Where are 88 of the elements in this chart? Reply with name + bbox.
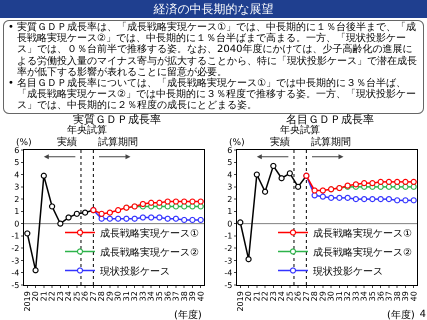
text: 試算期間 (311, 136, 351, 148)
x-tick-label: 39 (188, 290, 198, 301)
x-tick-label: 30 (114, 290, 123, 301)
x-tick-label: 25 (72, 290, 82, 301)
x-tick-label: 33 (138, 290, 148, 301)
x-tick-label: 24 (277, 290, 286, 301)
x-tick-label: 36 (163, 290, 172, 301)
x-tick-label: 23 (268, 290, 278, 301)
x-tick-label: 31 (122, 290, 131, 301)
text: 実績 (57, 136, 77, 148)
x-tick-label: 29 (105, 290, 114, 301)
y-tick-label: 1 (227, 206, 232, 216)
y-tick-label: 6 (14, 145, 20, 154)
text: • 実質ＧＤＰ成長率は、「成長戦略実現ケース①」では、中長期的に１％台後半まで、「成長戦略実現ケース②」では、中長期的に１％台半ばまで高まる。一方、「現状投影ケース」では、０％台前半で推移する姿。なお、2040年度にかけては、少子高齢化の進展による労働投入量のマイナス寄与が拡大することから、特に「現状投影ケース」で潜在成長率が低下する影響が表れることに留意が必要。 (8, 22, 418, 78)
x-tick-label: 28 (310, 290, 320, 301)
text: 実績 (270, 136, 290, 148)
x-tick-label: 40 (409, 290, 418, 301)
legend-label: 現状投影ケース (100, 264, 170, 277)
x-tick-label: 23 (56, 290, 65, 301)
y-tick-label: 3 (14, 182, 20, 192)
y-tick-label: 2 (227, 194, 232, 204)
y-tick-label: -1 (224, 231, 232, 240)
y-tick-label: -2 (224, 243, 232, 252)
y-tick-label: 0 (227, 218, 232, 228)
text: 年央試算 (67, 124, 107, 136)
x-axis-title: (年度) (387, 308, 415, 320)
x-tick-label: 27 (302, 290, 311, 301)
x-tick-label: 2019 (22, 290, 32, 312)
y-tick-label: 4 (14, 170, 20, 179)
text: 4 (420, 309, 426, 320)
y-tick-label: -3 (224, 256, 232, 265)
text: 経済の中長期的な展望 (0, 0, 427, 18)
x-tick-label: 30 (326, 290, 336, 301)
y-tick-label: -2 (11, 243, 20, 252)
x-tick-label: 24 (64, 290, 74, 301)
x-tick-label: 33 (352, 290, 360, 301)
x-tick-label: 25 (285, 290, 294, 301)
x-tick-label: 39 (401, 290, 410, 301)
x-axis-title: (年度) (174, 308, 202, 320)
x-tick-label: 32 (343, 290, 352, 301)
x-tick-label: 38 (392, 290, 402, 301)
legend-label: 現状投影ケース (313, 264, 383, 277)
x-tick-label: 22 (260, 290, 270, 301)
text: 年央試算 (280, 124, 320, 136)
x-tick-label: 26 (294, 290, 303, 301)
x-tick-label: 20 (244, 290, 254, 301)
x-tick-label: 2019 (236, 290, 245, 312)
y-tick-label: -5 (11, 280, 20, 290)
y-tick-label: 5 (14, 158, 20, 167)
x-tick-label: 22 (48, 290, 57, 301)
text: 試算期間 (98, 136, 138, 148)
x-tick-label: 32 (130, 290, 140, 301)
x-tick-label: 35 (368, 290, 378, 301)
x-tick-label: 38 (180, 290, 189, 301)
y-tick-label: 4 (227, 170, 232, 179)
x-tick-label: 21 (252, 290, 262, 301)
text: • 名目ＧＤＰ成長率については、「成長戦略実現ケース①」では中長期的に３％台半ば、「成長戦略実現ケース②」では中長期的に３％程度で推移する姿。一方、「現状投影ケース」では、中長期的に２％程度の成長にとどまる姿。 (8, 78, 417, 112)
x-tick-label: 35 (155, 290, 164, 301)
y-tick-label: -5 (224, 280, 232, 290)
legend-label: 成長戦略実現ケース① (313, 226, 412, 239)
x-tick-label: 27 (88, 290, 98, 301)
legend-label: 成長戦略実現ケース② (313, 246, 412, 258)
x-tick-label: 20 (31, 290, 40, 301)
y-tick-label: 2 (14, 194, 20, 204)
x-tick-label: 21 (39, 290, 48, 301)
legend-label: 成長戦略実現ケース① (100, 226, 199, 239)
y-tick-label: 0 (14, 218, 20, 228)
x-tick-label: 40 (196, 290, 206, 301)
x-tick-label: 36 (376, 290, 386, 301)
y-tick-label: 3 (227, 182, 232, 192)
x-tick-label: 37 (172, 290, 181, 301)
x-tick-label: 37 (384, 290, 394, 301)
y-axis-title: (%) (16, 138, 32, 148)
y-tick-label: -3 (11, 256, 20, 265)
x-tick-label: 34 (146, 290, 156, 301)
legend-label: 成長戦略実現ケース② (100, 246, 199, 258)
y-tick-label: -4 (224, 268, 232, 278)
x-tick-label: 31 (334, 290, 344, 301)
x-tick-label: 28 (97, 290, 106, 301)
y-tick-label: 5 (227, 158, 232, 167)
x-tick-label: 29 (318, 290, 328, 301)
y-tick-label: -4 (11, 268, 20, 278)
x-tick-label: 34 (360, 290, 369, 301)
y-tick-label: 6 (227, 145, 232, 154)
y-tick-label: 1 (14, 206, 20, 216)
y-axis-title: (%) (229, 138, 245, 148)
y-tick-label: -1 (11, 231, 20, 240)
x-tick-label: 26 (80, 290, 90, 301)
